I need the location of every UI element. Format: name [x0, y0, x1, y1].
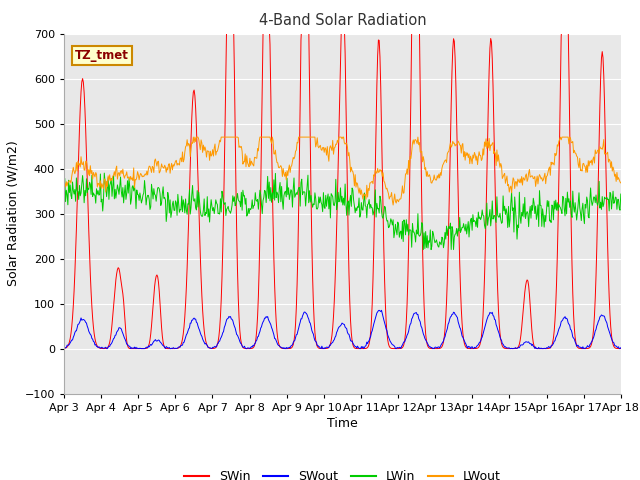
LWin	[214, 211, 222, 216]
SWout	[617, 345, 625, 350]
Legend: SWin, SWout, LWin, LWout: SWin, SWout, LWin, LWout	[179, 465, 506, 480]
LWout	[428, 180, 436, 186]
SWout	[375, 307, 383, 313]
X-axis label: Time: Time	[327, 417, 358, 430]
LWin	[185, 201, 193, 207]
SWin	[70, 288, 78, 294]
LWin	[60, 199, 68, 204]
LWout	[189, 134, 197, 140]
LWout	[617, 180, 625, 186]
SWout	[103, 346, 111, 351]
LWout	[70, 168, 78, 174]
SWin	[133, 346, 141, 351]
SWin	[185, 216, 193, 222]
SWin	[223, 22, 230, 27]
SWout	[128, 346, 136, 351]
LWin	[411, 232, 419, 238]
SWin	[617, 346, 625, 351]
SWin	[60, 346, 68, 351]
LWout	[214, 145, 222, 151]
Line: LWin: LWin	[64, 173, 621, 250]
SWin	[127, 346, 135, 351]
Y-axis label: Solar Radiation (W/m2): Solar Radiation (W/m2)	[6, 141, 19, 287]
Line: SWout: SWout	[64, 310, 621, 348]
LWout	[412, 137, 419, 143]
SWout	[428, 345, 436, 350]
Text: TZ_tmet: TZ_tmet	[75, 49, 129, 62]
LWout	[127, 177, 135, 182]
SWout	[185, 326, 193, 332]
SWout	[70, 333, 78, 338]
SWin	[214, 339, 222, 345]
Line: SWin: SWin	[64, 24, 621, 348]
LWin	[617, 191, 625, 197]
Line: LWout: LWout	[64, 137, 621, 205]
LWin	[70, 191, 78, 197]
LWout	[389, 202, 397, 208]
LWout	[60, 182, 68, 188]
Title: 4-Band Solar Radiation: 4-Band Solar Radiation	[259, 13, 426, 28]
SWout	[60, 345, 68, 351]
SWin	[428, 346, 436, 351]
LWin	[100, 170, 108, 176]
LWin	[419, 247, 427, 252]
SWin	[412, 22, 419, 27]
LWout	[184, 143, 192, 149]
LWin	[428, 243, 436, 249]
SWout	[412, 310, 419, 316]
LWin	[128, 184, 136, 190]
SWout	[214, 341, 222, 347]
